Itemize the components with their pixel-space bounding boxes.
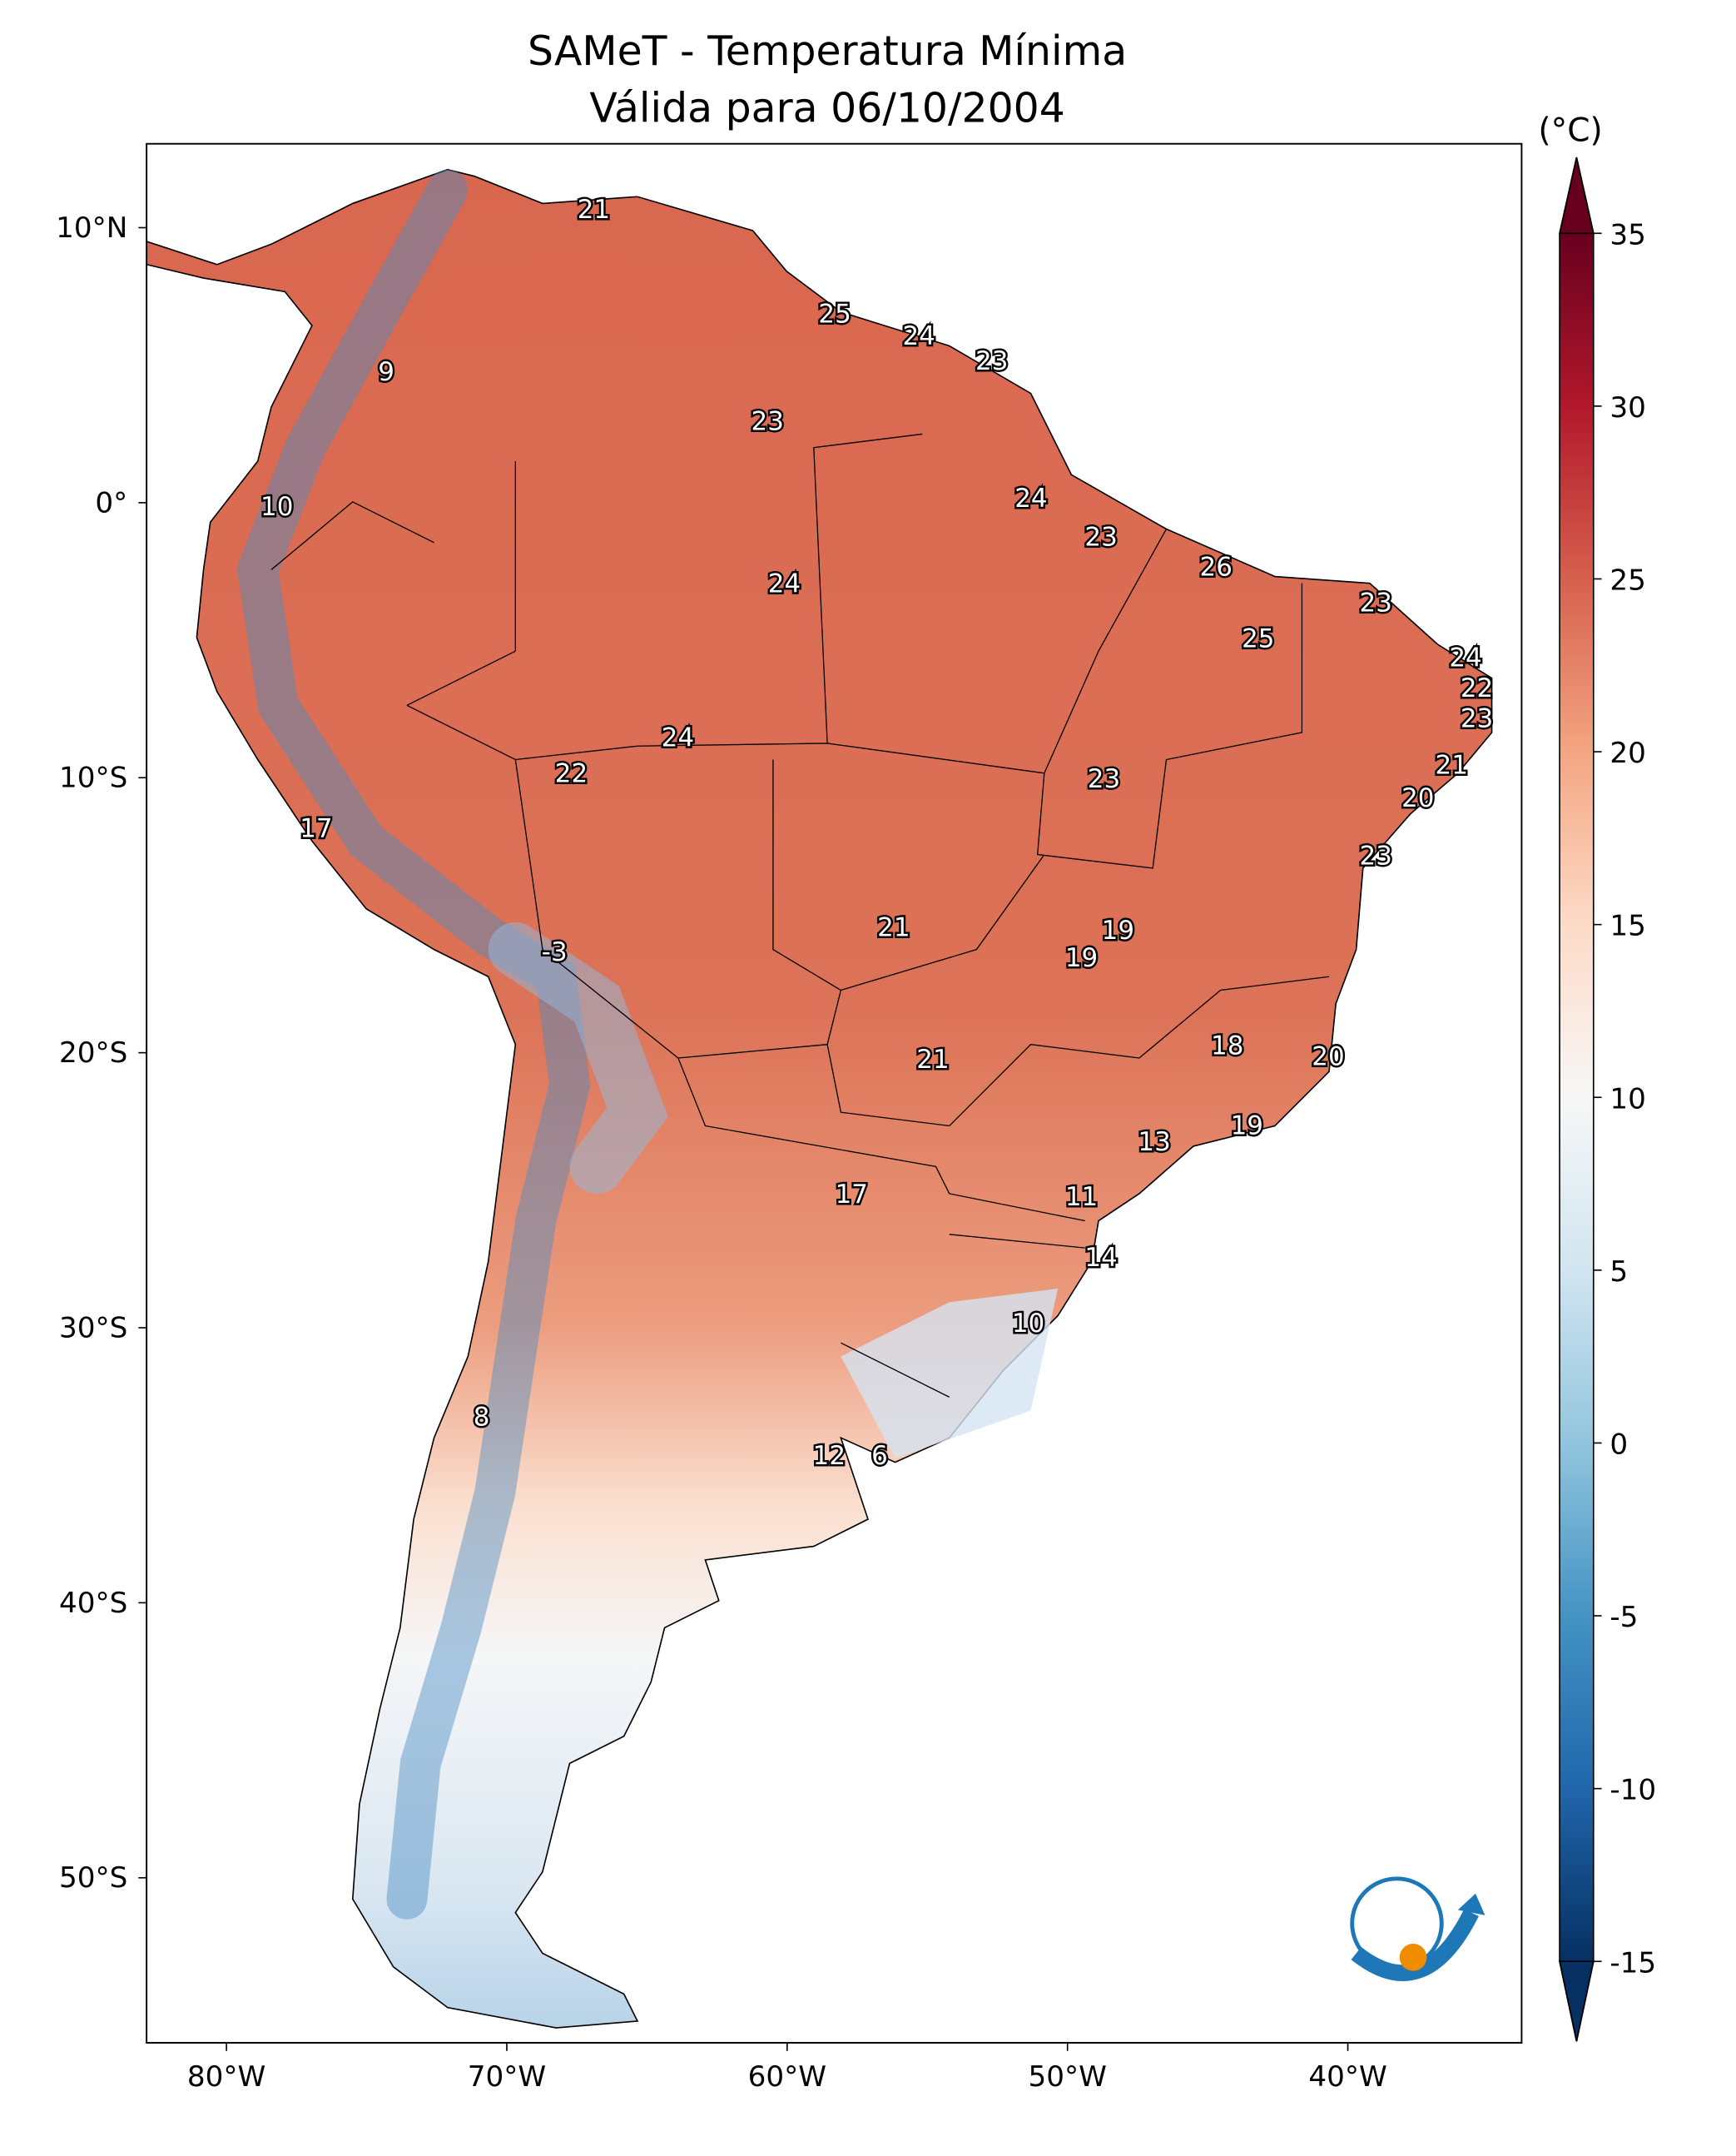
station-label: 8 (474, 1403, 490, 1433)
altiplano (488, 922, 668, 1194)
colorbar-tick-label: 20 (1610, 737, 1646, 770)
colorbar-tick-label: 0 (1610, 1428, 1628, 1461)
station-label: 22 (555, 758, 588, 788)
station-label: 23 (1084, 522, 1117, 552)
station-label: 12 (813, 1441, 846, 1471)
axes-frame (146, 142, 1523, 2044)
colorbar-tick-label: 5 (1610, 1255, 1628, 1289)
x-tick-label: 80°W (187, 2060, 265, 2094)
station-label: 24 (1449, 643, 1481, 673)
station-label: 23 (1360, 589, 1392, 618)
station-label: 19 (1065, 943, 1098, 973)
station-label: 23 (1088, 764, 1120, 794)
colorbar (1560, 233, 1594, 1962)
title: SAMeT - Temperatura Mínima (528, 27, 1127, 75)
station-label: 21 (877, 912, 910, 942)
station-label: 22 (1461, 673, 1493, 703)
colorbar-tick-label: 25 (1610, 564, 1646, 598)
station-label: 17 (300, 814, 332, 844)
station-label: 20 (1312, 1042, 1344, 1072)
station-label: 10 (260, 492, 293, 522)
colorbar-tick-label: 15 (1610, 910, 1646, 943)
y-tick-label: 40°S (59, 1587, 127, 1620)
station-label: 23 (975, 346, 1008, 376)
station-label: 17 (836, 1180, 868, 1210)
station-label: 19 (1102, 916, 1134, 946)
station-label: 10 (1012, 1309, 1044, 1339)
colorbar-tick-label: 30 (1610, 391, 1646, 425)
colorbar-tick-label: -15 (1610, 1946, 1656, 1980)
station-label: 24 (662, 723, 694, 753)
x-tick-label: 50°W (1028, 2060, 1106, 2094)
y-tick-label: 20°S (59, 1036, 127, 1070)
x-tick-label: 40°W (1308, 2060, 1386, 2094)
map-area (146, 168, 1493, 2029)
y-tick-label: 50°S (59, 1861, 127, 1895)
station-label: 23 (1461, 703, 1493, 733)
colorbar-tick-label: 35 (1610, 218, 1646, 251)
station-label: 11 (1065, 1182, 1098, 1212)
station-label: 24 (902, 321, 935, 351)
station-label: 19 (1231, 1110, 1263, 1140)
colorbar-tick-label: 10 (1610, 1082, 1646, 1115)
station-label: 23 (1360, 842, 1392, 872)
colorbar-label: (°C) (1538, 112, 1602, 149)
station-label: 6 (871, 1441, 888, 1471)
borders (270, 433, 1330, 1398)
station-label: 13 (1138, 1127, 1170, 1157)
south-cold (841, 1289, 1059, 1458)
subtitle: Válida para 06/10/2004 (589, 85, 1065, 132)
y-tick-label: 10°S (59, 762, 127, 795)
x-tick-label: 60°W (748, 2060, 826, 2094)
station-label: 23 (751, 407, 784, 437)
x-tick-label: 70°W (468, 2060, 546, 2094)
station-label: -3 (542, 937, 568, 967)
y-tick-label: 30°S (59, 1311, 127, 1344)
y-tick-label: 0° (95, 486, 127, 519)
y-tick-label: 10°N (56, 211, 127, 245)
colorbar-tick-label: -10 (1610, 1774, 1656, 1807)
station-label: 14 (1084, 1243, 1117, 1273)
station-label: 24 (768, 569, 801, 599)
station-label: 9 (378, 357, 394, 387)
station-label: 21 (578, 195, 610, 225)
colorbar-tick-label: -5 (1610, 1601, 1638, 1634)
station-label: 21 (916, 1045, 949, 1075)
station-label: 20 (1401, 783, 1434, 813)
continent (146, 168, 1493, 2029)
station-label: 21 (1436, 751, 1468, 781)
logo (1350, 1876, 1486, 1981)
station-label: 24 (1014, 484, 1047, 514)
station-label: 26 (1200, 553, 1233, 583)
station-label: 25 (1242, 624, 1274, 654)
station-label: 18 (1211, 1031, 1243, 1061)
station-label: 25 (818, 300, 851, 330)
